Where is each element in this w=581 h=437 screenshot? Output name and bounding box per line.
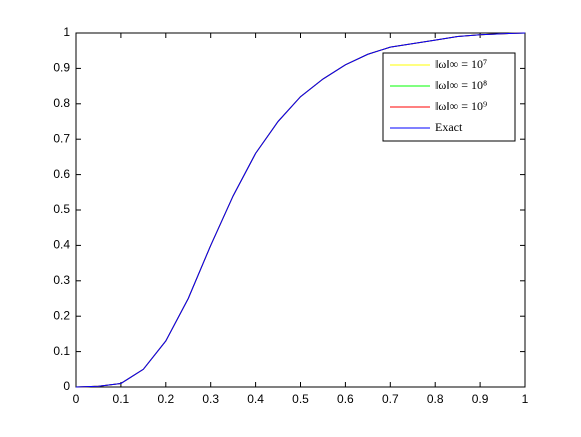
y-tick-label: 0.1 (53, 344, 70, 358)
y-tick-label: 0.5 (53, 202, 70, 216)
legend-label: ‖ω‖∞ = 10⁷ (435, 57, 487, 71)
legend-label: Exact (435, 120, 463, 134)
x-tick-label: 0.1 (113, 392, 130, 406)
x-tick-label: 0.5 (292, 392, 309, 406)
x-tick-label: 1 (522, 392, 529, 406)
x-tick-label: 0.3 (202, 392, 219, 406)
x-tick-label: 0.7 (382, 392, 399, 406)
x-tick-label: 0.4 (247, 392, 264, 406)
y-tick-label: 0.3 (53, 273, 70, 287)
legend-box (382, 52, 516, 142)
legend-label: ‖ω‖∞ = 10⁹ (435, 99, 487, 113)
y-tick-label: 0.4 (53, 238, 70, 252)
series-line (75, 32, 526, 388)
x-tick-label: 0.6 (337, 392, 354, 406)
y-tick-label: 0.2 (53, 308, 70, 322)
y-tick-label: 0.9 (53, 61, 70, 75)
x-tick-label: 0.9 (472, 392, 489, 406)
x-tick-label: 0 (73, 392, 80, 406)
y-tick-label: 0.8 (53, 96, 70, 110)
x-tick-label: 0.8 (427, 392, 444, 406)
legend-label: ‖ω‖∞ = 10⁸ (435, 78, 487, 92)
x-tick-label: 0.2 (157, 392, 174, 406)
y-tick-label: 0 (63, 379, 70, 393)
y-tick-label: 0.7 (53, 131, 70, 145)
y-tick-label: 0.6 (53, 167, 70, 181)
y-tick-label: 1 (63, 25, 70, 39)
